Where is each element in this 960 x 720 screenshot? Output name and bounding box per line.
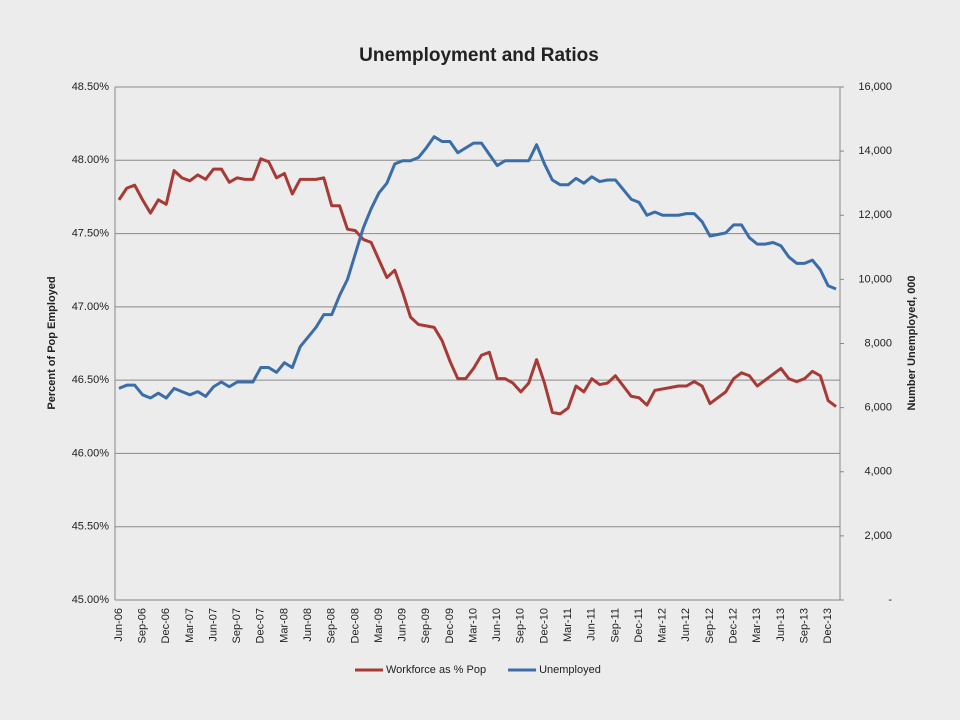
y2-tick-label: 2,000 bbox=[864, 530, 892, 542]
x-tick-label: Sep-09 bbox=[420, 608, 432, 643]
x-tick-label: Dec-09 bbox=[444, 608, 456, 643]
y2-tick-label: 6,000 bbox=[864, 402, 892, 414]
y-tick-label: 47.00% bbox=[72, 301, 110, 313]
x-tick-label: Dec-07 bbox=[255, 608, 267, 643]
x-tick-label: Jun-08 bbox=[302, 608, 314, 642]
x-tick-label: Mar-08 bbox=[278, 608, 290, 643]
x-tick-label: Sep-07 bbox=[231, 608, 243, 643]
x-tick-label: Jun-13 bbox=[775, 608, 787, 642]
line-series bbox=[118, 135, 837, 400]
line-series bbox=[117, 157, 837, 416]
x-tick-label: Dec-06 bbox=[160, 608, 172, 643]
x-tick-label: Sep-10 bbox=[515, 608, 527, 643]
y2-tick-label: 8,000 bbox=[864, 337, 892, 349]
y2-tick-label: 12,000 bbox=[858, 209, 892, 221]
y2-tick-label: - bbox=[888, 594, 892, 606]
x-tick-label: Sep-12 bbox=[704, 608, 716, 643]
y-tick-label: 46.00% bbox=[72, 447, 110, 459]
y-tick-label: 48.50% bbox=[72, 81, 110, 93]
x-tick-label: Jun-09 bbox=[397, 608, 409, 642]
y2-tick-label: 10,000 bbox=[858, 273, 892, 285]
y-tick-label: 48.00% bbox=[72, 154, 110, 166]
x-tick-label: Mar-13 bbox=[751, 608, 763, 643]
x-tick-label: Dec-08 bbox=[349, 608, 361, 643]
x-tick-label: Dec-12 bbox=[728, 608, 740, 643]
y-tick-label: 45.50% bbox=[72, 521, 110, 533]
y2-tick-label: 16,000 bbox=[858, 81, 892, 93]
x-tick-label: Jun-07 bbox=[207, 608, 219, 642]
y2-tick-label: 4,000 bbox=[864, 466, 892, 478]
x-tick-label: Mar-07 bbox=[184, 608, 196, 643]
x-tick-label: Sep-06 bbox=[136, 608, 148, 643]
x-tick-label: Sep-11 bbox=[609, 608, 621, 643]
legend-label: Workforce as % Pop bbox=[386, 664, 486, 676]
x-tick-label: Sep-08 bbox=[326, 608, 338, 643]
x-tick-label: Mar-10 bbox=[467, 608, 479, 643]
x-tick-label: Jun-11 bbox=[586, 608, 598, 641]
x-tick-label: Dec-11 bbox=[633, 608, 645, 643]
x-tick-label: Mar-09 bbox=[373, 608, 385, 643]
legend-label: Unemployed bbox=[539, 664, 601, 676]
y2-axis-label: Number Unemployed, 000 bbox=[906, 275, 918, 410]
x-tick-label: Dec-10 bbox=[538, 608, 550, 643]
x-tick-label: Sep-13 bbox=[798, 608, 810, 643]
y-axis-label: Percent of Pop Employed bbox=[46, 276, 58, 409]
y-tick-label: 45.00% bbox=[72, 594, 110, 606]
x-tick-label: Dec-13 bbox=[822, 608, 834, 643]
chart-title: Unemployment and Ratios bbox=[359, 45, 599, 66]
x-tick-label: Mar-11 bbox=[562, 608, 574, 642]
y2-tick-label: 14,000 bbox=[858, 145, 892, 157]
x-tick-label: Jun-12 bbox=[680, 608, 692, 642]
y-tick-label: 46.50% bbox=[72, 374, 110, 386]
x-tick-label: Jun-10 bbox=[491, 608, 503, 642]
y-tick-label: 47.50% bbox=[72, 227, 110, 239]
x-tick-label: Mar-12 bbox=[657, 608, 669, 643]
x-tick-label: Jun-06 bbox=[113, 608, 125, 642]
